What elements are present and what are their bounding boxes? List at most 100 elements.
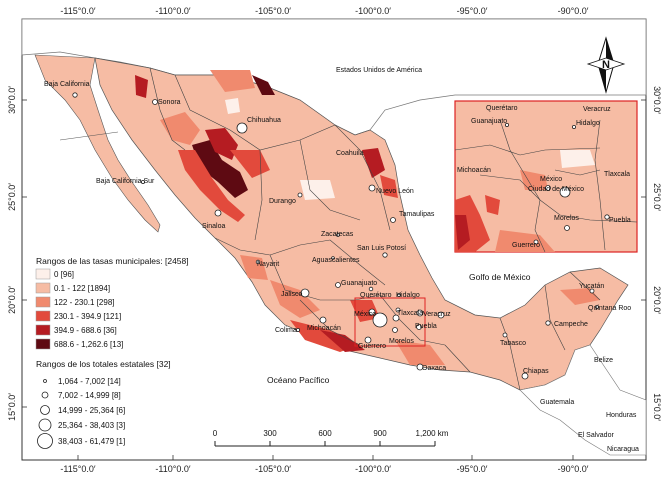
top-tick: -115°0.0′	[60, 6, 95, 16]
place-label: Guanajuato	[341, 280, 377, 287]
bottom-axis-ticks: -115°0.0′ -110°0.0′ -105°0.0′ -100°0.0′ …	[60, 464, 588, 474]
place-label: Michoacán	[307, 325, 341, 332]
inset-symbol	[533, 239, 539, 245]
top-tick: -110°0.0′	[155, 6, 190, 16]
place-label: Jalisco	[281, 291, 303, 298]
inset-label: Veracruz	[583, 106, 611, 113]
place-label: Colima	[275, 327, 297, 334]
place-labels: Estados Unidos de América Baja Californi…	[44, 67, 639, 453]
pacific-label: Océano Pacífico	[267, 375, 330, 385]
bottom-tick: -100°0.0′	[355, 464, 391, 474]
legend-total-label: 25,364 - 38,403 [3]	[58, 421, 125, 430]
place-label: Nuevo León	[376, 188, 414, 195]
north-arrow-label: N	[602, 59, 610, 71]
legend-rate-swatch	[35, 310, 51, 322]
sea-labels: Golfo de México Océano Pacífico	[267, 272, 531, 385]
place-label: Baja California Sur	[96, 178, 155, 185]
inset-label: Querétaro	[486, 105, 518, 112]
inset-symbol	[572, 125, 577, 130]
legend-totals-title: Rangos de los totales estatales [32]	[36, 359, 171, 369]
place-label: Honduras	[606, 412, 637, 419]
inset-label: Ciudad de México	[528, 186, 584, 193]
place-label: Sonora	[158, 99, 181, 106]
legend-total-label: 7,002 - 14,999 [8]	[58, 391, 121, 400]
north-arrow: N	[586, 36, 626, 94]
legend-rates-title: Rangos de las tasas municipales: [2458]	[36, 256, 189, 266]
inset-label: Puebla	[609, 217, 631, 224]
place-label: Chiapas	[523, 368, 549, 375]
inset-symbol	[604, 214, 610, 220]
right-tick: 20°0.0′	[652, 286, 662, 314]
legend-rate-label: 230.1 - 394.9 [121]	[54, 312, 121, 321]
place-label: Querétaro	[360, 292, 392, 299]
legend-total-symbol	[41, 391, 49, 399]
place-label: Oaxaca	[422, 365, 446, 372]
scale-tick: 300	[263, 429, 277, 438]
state-borders	[149, 67, 601, 391]
inset-label: Guanajuato	[471, 118, 507, 125]
place-label: Tabasco	[500, 340, 526, 347]
inset-symbol	[559, 186, 571, 198]
scale-bar: 0 300 600 900 1,200 km	[213, 429, 449, 447]
place-label: Hidalgo	[396, 292, 420, 299]
top-axis-ticks: -115°0.0′ -110°0.0′ -105°0.0′ -100°0.0′ …	[60, 6, 588, 16]
baja-peninsula	[34, 54, 161, 233]
central-america	[519, 344, 647, 456]
legend-total-symbol	[43, 379, 47, 383]
left-axis-ticks: 30°0.0′ 25°0.0′ 20°0.0′ 15°0.0′	[7, 86, 17, 421]
inset-frame	[454, 100, 638, 253]
place-label: Guatemala	[540, 399, 574, 406]
place-label: México	[354, 311, 376, 318]
place-label: Aguascalientes	[312, 257, 360, 264]
place-label: Tamaulipas	[399, 211, 435, 218]
state-symbols	[72, 92, 600, 380]
left-tick: 30°0.0′	[7, 86, 17, 114]
left-tick: 20°0.0′	[7, 286, 17, 314]
top-tick: -95°0.0′	[457, 6, 488, 16]
place-label: Guerrero	[358, 343, 386, 350]
place-label: Coahuila	[336, 150, 364, 157]
place-label: Durango	[269, 198, 296, 205]
place-label: Veracruz	[423, 311, 451, 318]
right-tick: 30°0.0′	[652, 86, 662, 114]
place-label: Quintana Roo	[588, 305, 631, 312]
place-label: Belize	[594, 357, 613, 364]
legend-rate-label: 0.1 - 122 [1894]	[54, 284, 110, 293]
place-label: Zacatecas	[321, 231, 354, 238]
legend-total-symbol	[38, 418, 52, 432]
bottom-tick: -115°0.0′	[60, 464, 95, 474]
place-label: Nicaragua	[607, 446, 639, 453]
legend-total-symbol	[37, 433, 53, 449]
legend-total-label: 38,403 - 61,479 [1]	[58, 437, 125, 446]
legend-rate-swatch	[35, 296, 51, 308]
place-label: Yucatán	[579, 283, 604, 290]
bottom-tick: -90°0.0′	[558, 464, 589, 474]
left-tick: 25°0.0′	[7, 183, 17, 211]
place-label: Chihuahua	[247, 117, 281, 124]
right-tick: 25°0.0′	[652, 183, 662, 211]
inset-label: Tlaxcala	[604, 171, 630, 178]
bottom-tick: -95°0.0′	[457, 464, 488, 474]
inset-symbol	[504, 123, 509, 128]
legend-rates: Rangos de las tasas municipales: [2458] …	[35, 256, 189, 350]
legend-rate-label: 394.9 - 688.6 [36]	[54, 326, 117, 335]
scale-tick: 1,200 km	[416, 429, 449, 438]
inset-label: Guerrero	[512, 242, 540, 249]
inset-label: Michoacán	[457, 167, 491, 174]
inset-symbol	[545, 185, 551, 191]
place-label: Puebla	[415, 323, 437, 330]
legend-total-symbol	[40, 405, 50, 415]
legend-rate-label: 122 - 230.1 [298]	[54, 298, 115, 307]
right-tick: 15°0.0′	[652, 393, 662, 421]
legend-rate-swatch	[35, 268, 51, 280]
inset-label: México	[540, 176, 562, 183]
legend-rate-label: 0 [96]	[54, 270, 74, 279]
legend-total-label: 14,999 - 25,364 [6]	[58, 406, 125, 415]
bottom-tick: -110°0.0′	[155, 464, 190, 474]
scale-tick: 600	[318, 429, 332, 438]
inset-locator-box	[354, 297, 426, 347]
place-label: Sinaloa	[202, 223, 225, 230]
inset-symbol	[564, 225, 570, 231]
place-label: Campeche	[554, 321, 588, 328]
bottom-tick: -105°0.0′	[255, 464, 291, 474]
